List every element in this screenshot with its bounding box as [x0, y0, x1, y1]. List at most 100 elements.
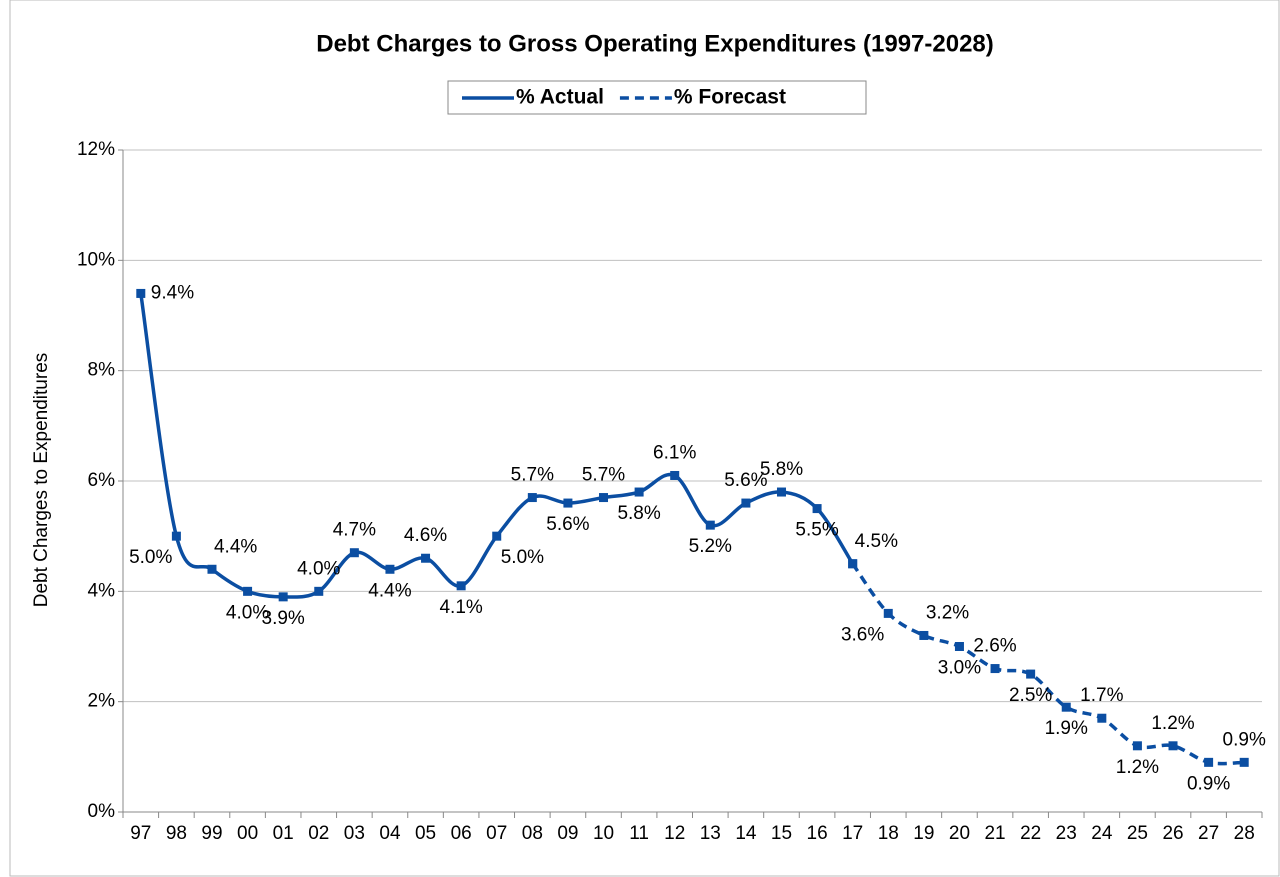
data-label: 5.0%	[129, 547, 172, 568]
data-label: 5.0%	[501, 547, 544, 568]
marker	[848, 559, 858, 569]
marker	[812, 504, 822, 514]
marker	[954, 642, 964, 651]
data-label: 9.4%	[151, 282, 194, 303]
marker	[171, 531, 181, 541]
x-tick-label: 05	[415, 823, 436, 844]
data-label: 2.5%	[1009, 685, 1052, 706]
marker	[1132, 741, 1142, 751]
marker	[1061, 702, 1071, 712]
data-label: 3.6%	[841, 624, 884, 645]
data-label: 5.7%	[511, 465, 554, 486]
data-label: 4.1%	[439, 597, 482, 618]
x-tick-label: 03	[344, 823, 365, 844]
data-label: 4.4%	[368, 580, 411, 601]
x-tick-label: 22	[1020, 823, 1041, 844]
marker	[599, 493, 609, 503]
data-label: 5.6%	[724, 470, 767, 491]
data-label: 4.4%	[214, 536, 257, 557]
data-label: 1.9%	[1045, 718, 1088, 739]
data-label: 2.6%	[973, 636, 1016, 657]
x-tick-label: 04	[379, 823, 401, 844]
data-label: 4.0%	[297, 558, 340, 579]
marker	[136, 288, 146, 298]
legend-label: % Actual	[516, 86, 604, 109]
x-tick-label: 15	[771, 823, 792, 844]
data-label: 4.5%	[855, 531, 898, 552]
x-tick-label: 24	[1091, 823, 1113, 844]
y-tick-label: 10%	[77, 249, 115, 270]
y-tick-label: 2%	[88, 691, 116, 712]
marker	[741, 498, 751, 508]
series-line	[851, 562, 1245, 766]
data-label: 4.6%	[404, 525, 447, 546]
legend-label: % Forecast	[674, 86, 786, 109]
marker	[990, 664, 1000, 674]
y-axis-label: Debt Charges to Expenditures	[31, 353, 52, 608]
marker	[314, 586, 324, 596]
data-label: 0.9%	[1187, 773, 1230, 794]
data-label: 1.7%	[1080, 685, 1123, 706]
x-tick-label: 23	[1056, 823, 1077, 844]
x-tick-label: 11	[629, 823, 649, 844]
data-label: 3.9%	[262, 608, 305, 629]
marker	[1204, 757, 1214, 767]
x-tick-label: 27	[1198, 823, 1219, 844]
y-tick-label: 6%	[88, 470, 116, 491]
data-label: 3.2%	[926, 602, 969, 623]
data-label: 0.9%	[1223, 729, 1266, 750]
marker	[776, 487, 786, 497]
marker	[670, 470, 680, 480]
x-tick-label: 25	[1127, 823, 1148, 844]
marker	[456, 581, 466, 591]
x-tick-label: 13	[700, 823, 721, 844]
marker	[883, 608, 893, 618]
data-label: 1.2%	[1151, 713, 1194, 734]
data-label: 4.7%	[333, 520, 376, 541]
marker	[492, 531, 502, 541]
y-tick-label: 0%	[88, 801, 116, 822]
x-tick-label: 10	[593, 823, 614, 844]
series-line	[139, 293, 855, 599]
x-tick-label: 00	[237, 823, 258, 844]
data-label: 5.2%	[689, 536, 732, 557]
marker	[527, 493, 537, 503]
marker	[563, 498, 573, 508]
x-tick-label: 18	[878, 823, 899, 844]
marker	[1168, 741, 1178, 751]
marker	[1239, 757, 1249, 767]
x-tick-label: 20	[949, 823, 970, 844]
x-tick-label: 21	[984, 823, 1005, 844]
x-tick-label: 19	[913, 823, 934, 844]
data-label: 1.2%	[1116, 757, 1159, 778]
x-tick-label: 01	[273, 823, 294, 844]
y-tick-label: 12%	[77, 139, 115, 160]
x-tick-label: 02	[308, 823, 329, 844]
data-label: 3.0%	[938, 658, 981, 679]
marker	[207, 564, 217, 574]
marker	[1097, 713, 1107, 723]
marker	[385, 564, 395, 574]
x-tick-label: 07	[486, 823, 507, 844]
y-tick-label: 8%	[88, 360, 116, 381]
chart-title: Debt Charges to Gross Operating Expendit…	[316, 30, 994, 57]
data-label: 5.5%	[795, 520, 838, 541]
marker	[349, 548, 359, 558]
data-label: 5.8%	[617, 503, 660, 524]
marker	[919, 630, 929, 640]
x-tick-label: 08	[522, 823, 543, 844]
data-label: 5.8%	[760, 459, 803, 480]
chart-frame	[9, 0, 1280, 877]
x-tick-label: 26	[1162, 823, 1183, 844]
y-tick-label: 4%	[88, 580, 116, 601]
x-tick-label: 12	[664, 823, 685, 844]
x-tick-label: 28	[1234, 823, 1255, 844]
data-label: 4.0%	[226, 602, 269, 623]
marker	[243, 586, 253, 596]
x-tick-label: 16	[807, 823, 828, 844]
marker	[1026, 669, 1036, 679]
marker	[278, 592, 288, 602]
x-tick-label: 99	[201, 823, 222, 844]
marker	[705, 520, 715, 530]
